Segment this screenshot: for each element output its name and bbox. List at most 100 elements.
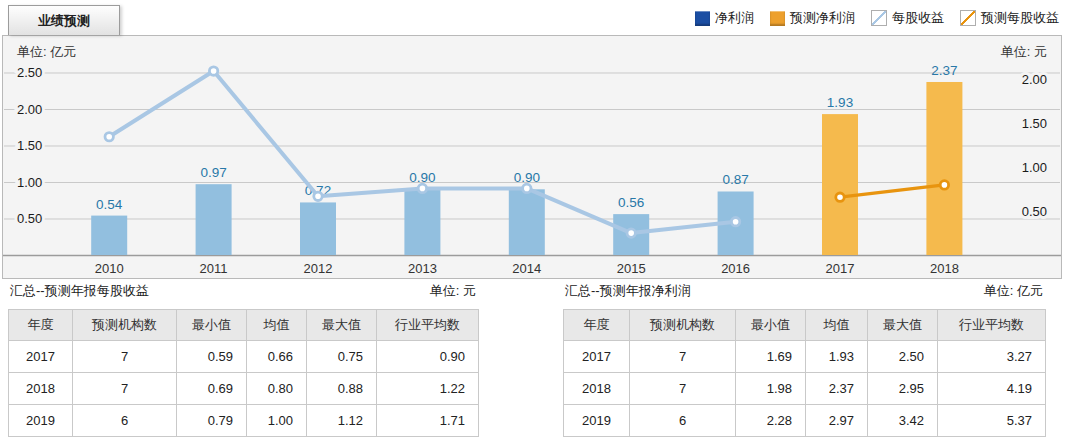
table-cell: 3.27 xyxy=(938,341,1046,373)
svg-text:2015: 2015 xyxy=(617,261,646,276)
forecast-eps-swatch-icon xyxy=(960,10,976,26)
table-cell: 6 xyxy=(73,405,177,437)
table-cell: 2019 xyxy=(564,405,630,437)
column-header: 预测机构数 xyxy=(630,310,736,341)
svg-text:1.00: 1.00 xyxy=(17,175,42,190)
table-row: 201960.791.001.121.71 xyxy=(9,405,479,437)
svg-text:1.50: 1.50 xyxy=(1022,116,1047,131)
table-row: 201962.282.973.425.37 xyxy=(564,405,1046,437)
column-header: 最大值 xyxy=(868,310,938,341)
table-cell: 7 xyxy=(73,341,177,373)
eps-swatch-icon xyxy=(871,10,887,26)
svg-text:2011: 2011 xyxy=(200,261,228,276)
table-header-row: 年度预测机构数最小值均值最大值行业平均数 xyxy=(9,310,479,341)
tab-performance-forecast[interactable]: 业绩预测 xyxy=(8,5,120,35)
tab-label: 业绩预测 xyxy=(38,12,90,30)
svg-text:2016: 2016 xyxy=(721,261,750,276)
legend-item-net-profit: 净利润 xyxy=(695,9,754,27)
svg-text:1.93: 1.93 xyxy=(827,95,853,110)
table-cell: 1.71 xyxy=(377,405,479,437)
table-cell: 2.95 xyxy=(868,373,938,405)
svg-text:0.87: 0.87 xyxy=(722,172,748,187)
table-cell: 7 xyxy=(630,373,736,405)
column-header: 最小值 xyxy=(177,310,247,341)
table-cell: 1.93 xyxy=(806,341,868,373)
svg-text:0.50: 0.50 xyxy=(1022,204,1047,219)
table-cell: 0.69 xyxy=(177,373,247,405)
left-axis-tick-labels: 0.501.001.502.002.50 xyxy=(17,65,42,226)
svg-text:单位: 元: 单位: 元 xyxy=(1001,44,1047,59)
table-cell: 1.00 xyxy=(247,405,307,437)
eps-table-title: 汇总--预测年报每股收益 xyxy=(10,282,149,300)
svg-text:2.37: 2.37 xyxy=(931,63,957,78)
column-header: 年度 xyxy=(564,310,630,341)
column-header: 行业平均数 xyxy=(938,310,1046,341)
svg-text:2013: 2013 xyxy=(408,261,437,276)
column-header: 年度 xyxy=(9,310,73,341)
table-cell: 0.79 xyxy=(177,405,247,437)
table-cell: 7 xyxy=(630,341,736,373)
svg-text:2017: 2017 xyxy=(826,261,855,276)
table-cell: 2.50 xyxy=(868,341,938,373)
table-cell: 2018 xyxy=(9,373,73,405)
svg-text:0.54: 0.54 xyxy=(96,197,123,212)
table-row: 201870.690.800.881.22 xyxy=(9,373,479,405)
table-cell: 2.28 xyxy=(736,405,806,437)
table-cell: 0.75 xyxy=(307,341,377,373)
legend-label: 每股收益 xyxy=(892,9,944,27)
table-cell: 1.69 xyxy=(736,341,806,373)
table-row: 201871.982.372.954.19 xyxy=(564,373,1046,405)
table-cell: 2017 xyxy=(564,341,630,373)
legend-item-forecast-eps: 预测每股收益 xyxy=(960,9,1059,27)
svg-text:1.50: 1.50 xyxy=(17,138,42,153)
table-cell: 2018 xyxy=(564,373,630,405)
table-cell: 7 xyxy=(73,373,177,405)
column-header: 最大值 xyxy=(307,310,377,341)
table-cell: 0.90 xyxy=(377,341,479,373)
table-cell: 5.37 xyxy=(938,405,1046,437)
column-header: 行业平均数 xyxy=(377,310,479,341)
forecast-net-profit-swatch-icon xyxy=(770,11,785,26)
table-cell: 3.42 xyxy=(868,405,938,437)
chart-legend: 净利润 预测净利润 每股收益 预测每股收益 xyxy=(695,9,1059,27)
table-cell: 1.98 xyxy=(736,373,806,405)
table-cell: 2.37 xyxy=(806,373,868,405)
legend-item-forecast-net-profit: 预测净利润 xyxy=(770,9,855,27)
legend-item-eps: 每股收益 xyxy=(871,9,944,27)
table-header-row: 年度预测机构数最小值均值最大值行业平均数 xyxy=(564,310,1046,341)
table-cell: 0.66 xyxy=(247,341,307,373)
svg-text:2010: 2010 xyxy=(95,261,124,276)
svg-text:单位: 亿元: 单位: 亿元 xyxy=(17,44,76,59)
table-cell: 2.97 xyxy=(806,405,868,437)
table-cell: 2017 xyxy=(9,341,73,373)
net-profit-forecast-table-block: 汇总--预测年报净利润 单位: 亿元 年度预测机构数最小值均值最大值行业平均数2… xyxy=(563,282,1045,437)
svg-text:2012: 2012 xyxy=(304,261,333,276)
legend-label: 净利润 xyxy=(715,9,754,27)
svg-text:0.50: 0.50 xyxy=(17,211,42,226)
svg-text:2018: 2018 xyxy=(930,261,959,276)
table-cell: 0.88 xyxy=(307,373,377,405)
legend-label: 预测每股收益 xyxy=(981,9,1059,27)
svg-text:1.00: 1.00 xyxy=(1022,160,1047,175)
forecast-chart: 0.540.970.720.900.900.560.871.932.370.50… xyxy=(3,36,1061,278)
svg-text:2.00: 2.00 xyxy=(1022,72,1047,87)
table-cell: 4.19 xyxy=(938,373,1046,405)
chart-panel: 0.540.970.720.900.900.560.871.932.370.50… xyxy=(2,35,1062,279)
net-profit-swatch-icon xyxy=(695,11,710,26)
column-header: 均值 xyxy=(806,310,868,341)
table-cell: 0.59 xyxy=(177,341,247,373)
eps-forecast-table-block: 汇总--预测年报每股收益 单位: 元 年度预测机构数最小值均值最大值行业平均数2… xyxy=(8,282,478,437)
net-profit-forecast-table: 年度预测机构数最小值均值最大值行业平均数201771.691.932.503.2… xyxy=(563,309,1046,437)
performance-forecast-widget: 业绩预测 净利润预测净利润每股收益预测每股收益 0.540.970.720.90… xyxy=(0,0,1065,438)
table-cell: 1.12 xyxy=(307,405,377,437)
legend-label: 预测净利润 xyxy=(790,9,855,27)
table-cell: 2019 xyxy=(9,405,73,437)
table-cell: 0.80 xyxy=(247,373,307,405)
axis-unit-labels: 单位: 亿元 单位: 元 xyxy=(17,44,1047,59)
column-header: 均值 xyxy=(247,310,307,341)
svg-text:2014: 2014 xyxy=(512,261,541,276)
table-cell: 1.22 xyxy=(377,373,479,405)
svg-text:2.00: 2.00 xyxy=(17,102,42,117)
table-cell: 6 xyxy=(630,405,736,437)
net-profit-table-title: 汇总--预测年报净利润 xyxy=(565,282,691,300)
